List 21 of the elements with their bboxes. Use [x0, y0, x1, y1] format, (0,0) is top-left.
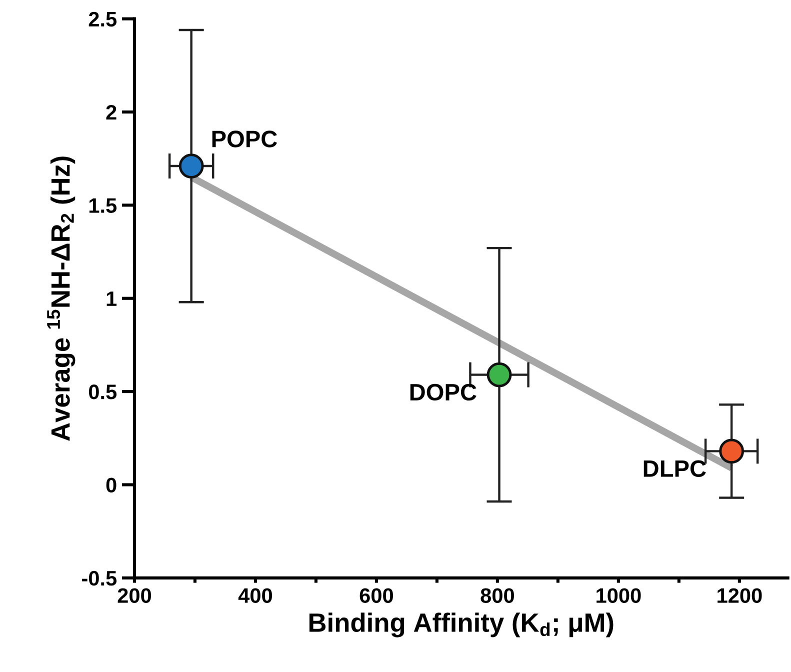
point: [719, 438, 744, 464]
annotation: POPC: [212, 130, 278, 148]
annotation: DOPC: [410, 384, 476, 401]
x-tick-label: 800: [480, 588, 514, 603]
x-tick-label: 400: [238, 588, 272, 603]
y-tick-label: 0: [106, 478, 116, 492]
x-tick-label: 1000: [596, 588, 641, 603]
y-tick-label: -0.5: [82, 570, 117, 586]
y-tick-label: 1.5: [89, 198, 117, 213]
annotation: DLPC: [644, 460, 706, 477]
x-tick-label: 200: [118, 588, 151, 603]
point: [486, 362, 512, 388]
x-tick-label: 1200: [718, 588, 762, 603]
y-tick-label: 1: [106, 292, 117, 306]
y-tick-label: 2: [106, 105, 116, 120]
x-tick-label: 600: [360, 588, 393, 603]
y-tick-label: 2.5: [88, 12, 117, 27]
y-tick-label: 0.5: [88, 384, 117, 400]
point: [178, 154, 204, 178]
y-axis-title: Average $^{15}$NH-ΔR$_{2}$ (Hz): [47, 156, 76, 441]
x-axis-title: Binding Affinity (K$_{d}$; μM): [309, 612, 614, 638]
